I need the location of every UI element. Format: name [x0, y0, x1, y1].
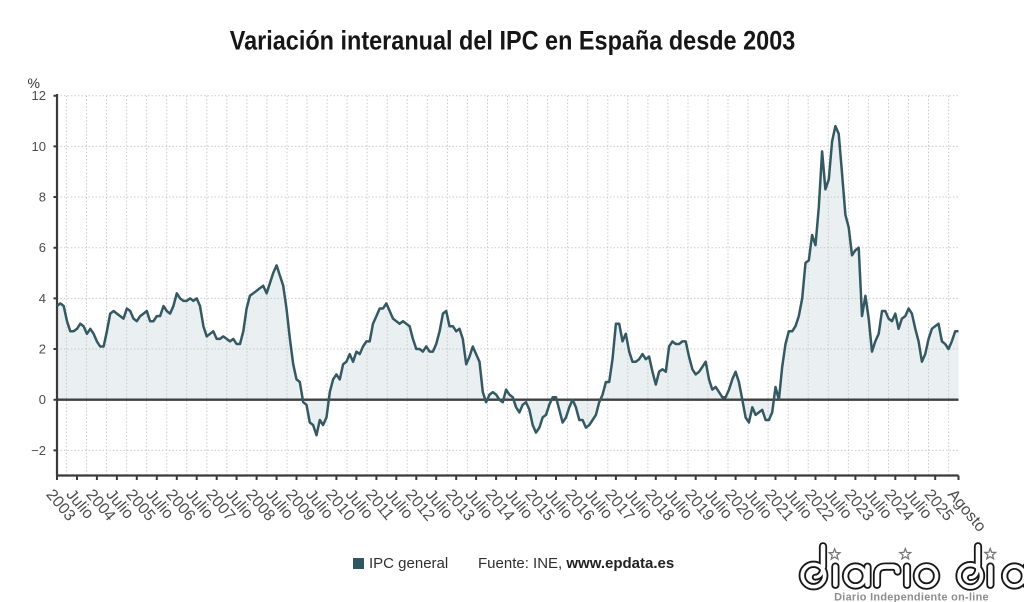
svg-text:Diario Independiente on-line: Diario Independiente on-line: [834, 592, 989, 602]
svg-text:8: 8: [39, 190, 46, 205]
svg-text:0: 0: [39, 392, 46, 407]
svg-text:10: 10: [32, 139, 46, 154]
svg-text:6: 6: [39, 240, 46, 255]
svg-text:2: 2: [39, 342, 46, 357]
svg-text:Fuente: INE, www.epdata.es: Fuente: INE, www.epdata.es: [478, 555, 674, 572]
svg-text:%: %: [28, 75, 40, 91]
svg-text:4: 4: [39, 291, 46, 306]
svg-text:Variación interanual del IPC e: Variación interanual del IPC en España d…: [230, 26, 796, 56]
svg-text:−2: −2: [31, 443, 46, 458]
svg-text:IPC general: IPC general: [369, 555, 448, 572]
svg-text:12: 12: [32, 88, 46, 103]
